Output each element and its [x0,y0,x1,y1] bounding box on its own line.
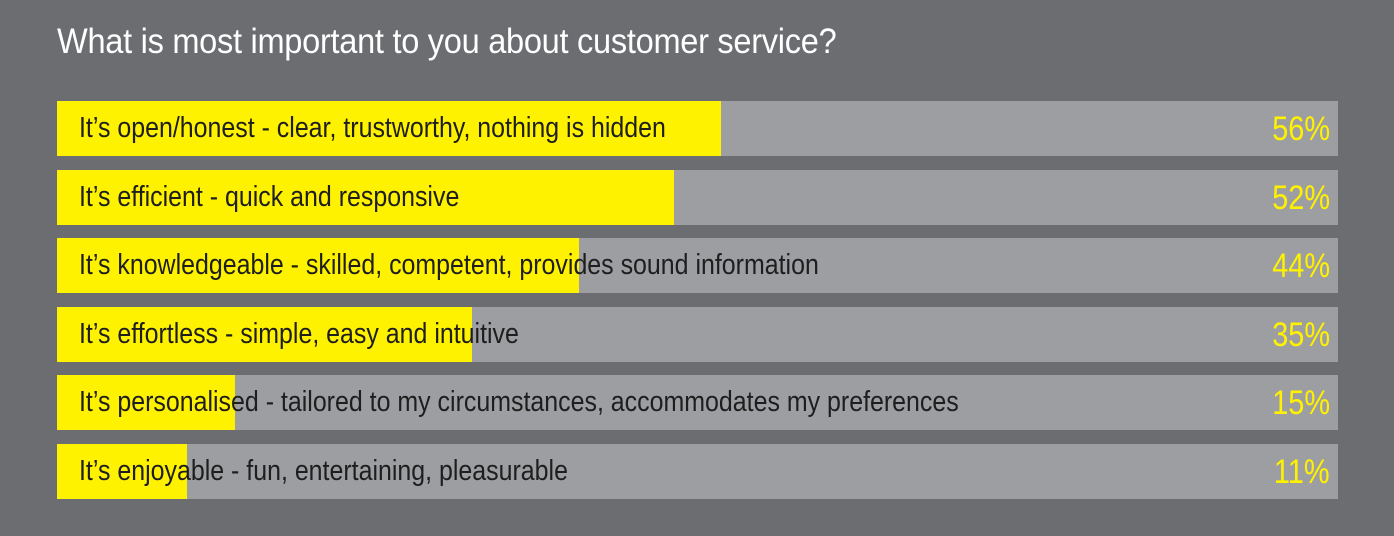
bar [57,444,187,499]
value-label: 35% [1272,316,1330,354]
bar [57,101,721,156]
bar-row: It’s efficient - quick and responsive 52% [57,170,1338,225]
category-label: It’s efficient - quick and responsive [79,181,460,213]
value-label: 56% [1272,110,1330,148]
value-label: 15% [1272,384,1330,422]
value-label: 11% [1274,453,1330,491]
value-label: 52% [1272,179,1330,217]
category-label: It’s personalised - tailored to my circu… [79,386,959,418]
bar-row: It’s open/honest - clear, trustworthy, n… [57,101,1338,156]
category-label: It’s effortless - simple, easy and intui… [79,318,519,350]
bar-row: It’s personalised - tailored to my circu… [57,375,1338,430]
value-label: 44% [1272,247,1330,285]
category-label: It’s open/honest - clear, trustworthy, n… [79,112,666,144]
category-label: It’s enjoyable - fun, entertaining, plea… [79,455,568,487]
chart-title: What is most important to you about cust… [57,22,837,61]
bar [57,170,674,225]
bar [57,375,235,430]
bar [57,238,579,293]
bar-row: It’s enjoyable - fun, entertaining, plea… [57,444,1338,499]
bar-row: It’s knowledgeable - skilled, competent,… [57,238,1338,293]
bar [57,307,472,362]
bar-row: It’s effortless - simple, easy and intui… [57,307,1338,362]
category-label: It’s knowledgeable - skilled, competent,… [79,249,819,281]
